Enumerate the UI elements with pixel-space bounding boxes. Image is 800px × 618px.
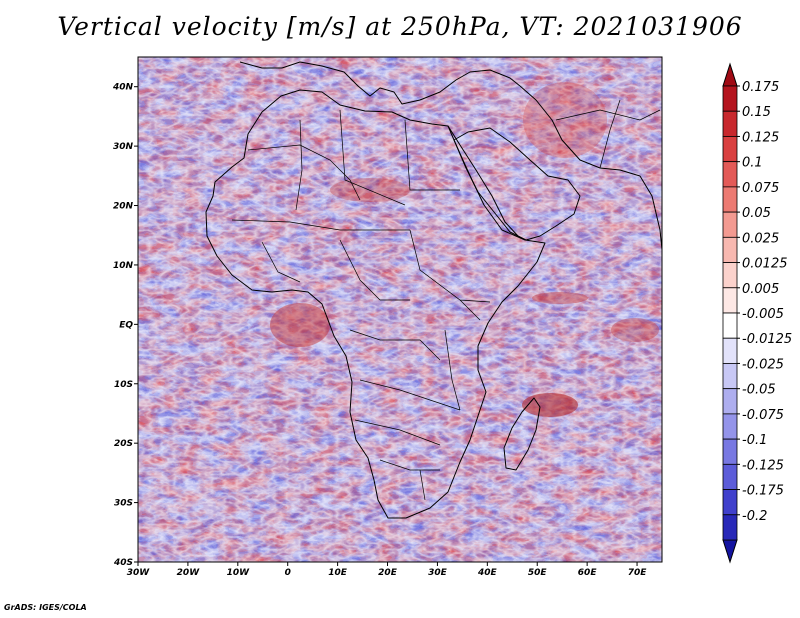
colorbar-swatch [722,136,738,163]
lon-tick-label: 30W [127,568,151,578]
lat-tick-label: 10N [113,261,134,271]
border-north-africa [247,144,361,201]
colorbar-level-label: 0.1 [742,156,763,171]
lon-tick-label: 20E [378,568,398,578]
border-west-africa [261,241,301,283]
lat-tick-label: 20S [114,439,133,449]
colorbar-swatch [722,85,738,112]
near-zero-field [138,57,662,562]
border-sahel [231,219,410,231]
colorbar-swatch [722,388,738,415]
colorbar-swatch [722,363,738,390]
convection-hotspot-east [611,318,659,342]
colorbar-level-label: 0.05 [742,206,771,221]
lat-tick-label: EQ [119,320,133,330]
convection-hotspot-indian-ocean [522,393,578,417]
country-borders [231,99,661,501]
colorbar-swatch [722,337,738,364]
convection-hotspot-congo [270,303,330,347]
plot-area [137,56,663,563]
border-kenya-somalia [459,299,481,321]
colorbar-level-label: -0.1 [742,433,767,448]
colorbar-swatch [722,287,738,314]
lon-tick-label: 20W [177,568,201,578]
colorbar-level-label: 0.025 [742,231,779,246]
africa-coastline [205,89,546,519]
colorbar-swatch [722,514,738,541]
colorbar-swatch [722,110,738,137]
lon-tick-label: 30E [428,568,448,578]
colorbar-swatch [722,161,738,188]
colorbar-level-label: 0.15 [742,105,771,120]
colorbar-level-label: -0.025 [742,357,784,372]
border-lakes [444,329,461,411]
colorbar-top-arrow [722,62,738,87]
arabia-coastline [453,127,581,241]
border-libya-chad [339,109,406,206]
madagascar-coastline [503,397,541,471]
colorbar-level-label: -0.0125 [742,332,792,347]
colorbar-swatch [722,413,738,440]
colorbar-bottom-arrow [722,539,738,564]
lat-tick-label: 30S [114,499,133,509]
lon-tick-label: 10E [328,568,348,578]
colorbar-level-label: 0.175 [742,80,779,95]
lon-tick-label: 10W [227,568,251,578]
colorbar-level-label: 0.075 [742,181,779,196]
convection-iran [523,82,607,158]
convection-sahara-band [330,178,410,202]
colorbar-swatch [722,211,738,238]
border-pakistan [599,99,621,169]
convection-band-arabian-sea [532,292,588,304]
colorbar-swatch [722,236,738,263]
border-southern-3 [379,459,440,471]
lat-tick-label: 40N [112,83,134,93]
lat-tick-label: 10S [114,380,133,390]
border-congo [349,329,441,361]
border-iran [555,109,661,121]
colorbar-swatch [722,186,738,213]
colorbar-level-label: -0.075 [742,408,784,423]
lon-tick-label: 60E [578,568,598,578]
colorbar-swatch [722,489,738,516]
colorbar-swatch [722,262,738,289]
lat-tick-label: 20N [113,202,134,212]
colorbar-level-label: -0.125 [742,458,784,473]
colorbar-level-label: 0.125 [742,130,779,145]
lat-tick-label: 30N [113,142,134,152]
colorbar-level-label: 0.005 [742,282,779,297]
red-sea-coastline [447,125,519,237]
colorbar-level-label: -0.175 [742,484,784,499]
border-central-africa [339,239,410,301]
colorbar-swatch [722,463,738,490]
border-southern-4 [419,469,426,501]
border-southern-2 [354,419,441,446]
grads-credit: GrADS: IGES/COLA [4,603,87,612]
colorbar-swatch [722,312,738,339]
colorbar-swatch [722,438,738,465]
border-sudan-ethiopia [409,229,491,303]
border-southern-1 [359,379,461,411]
border-algeria-mali [295,119,303,211]
colorbar: 0.175 0.15 0.125 0.1 0.075 0.05 0.025 0.0125 0.0… [722,62,792,564]
lon-tick-label: 50E [528,568,548,578]
lat-tick-label: 40S [113,558,133,568]
europe-coastline [239,61,521,105]
map-axes: 30W 20W 10W 0 10E 20E 30E 40E 50E 60E 70E 40N 30N 20N… [112,83,647,578]
colorbar-level-label: -0.05 [742,383,776,398]
lon-tick-label: 0 [285,568,291,578]
lon-tick-label: 70E [628,568,648,578]
colorbar-level-label: -0.005 [742,307,784,322]
border-egypt-sudan [404,119,460,191]
colorbar-level-label: 0.0125 [742,257,788,272]
lon-tick-label: 40E [477,568,498,578]
map-title: Vertical velocity [m/s] at 250hPa, VT: 2… [57,12,743,41]
plot-frame [137,56,663,563]
colorbar-level-label: -0.2 [742,509,767,524]
